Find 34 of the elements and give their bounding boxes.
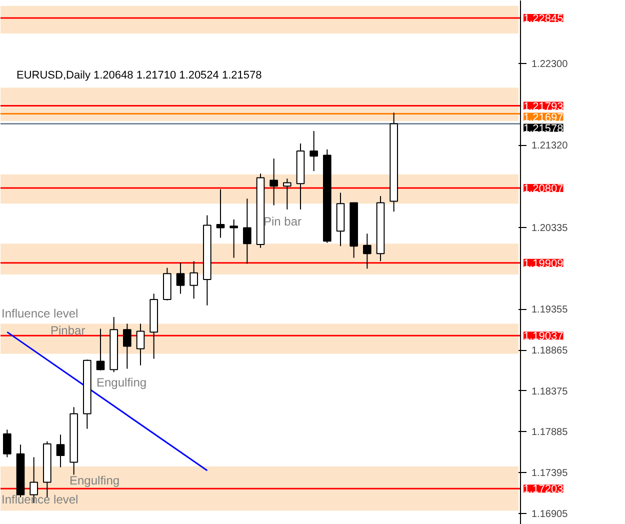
annotation: Engulfing	[70, 474, 120, 488]
text: EURUSD,Daily 1.20648 1.21710 1.20524 1.21578	[16, 70, 262, 82]
candlestick	[56, 434, 65, 468]
ref-line-label: 1.22845	[524, 13, 564, 26]
candlestick	[123, 323, 132, 370]
y-tick-label: 1.21320	[532, 140, 568, 152]
y-tick-label: 1.16905	[532, 508, 568, 520]
candlestick	[190, 260, 198, 300]
candlestick	[3, 429, 12, 458]
candlestick	[96, 328, 105, 371]
candlestick	[283, 178, 292, 210]
candlestick	[136, 323, 145, 366]
y-tick-label: 1.18865	[532, 346, 568, 356]
candlestick	[243, 198, 252, 264]
y-tick-label: 1.20335	[532, 222, 568, 234]
y-tick-label: 1.18375	[532, 386, 568, 398]
candlestick	[363, 233, 372, 270]
ref-line-label: 1.21697	[524, 112, 564, 124]
annotation: Pinbar	[50, 324, 86, 338]
y-tick-label: 1.22300	[532, 58, 568, 70]
annotation: Influence level	[2, 306, 78, 320]
y-tick-label: 1.17395	[532, 468, 568, 480]
y-tick-label: 1.17885	[532, 427, 568, 438]
ref-line-label: 1.21578	[524, 122, 564, 135]
ref-line-label: 1.20807	[524, 183, 564, 196]
candlestick	[270, 158, 278, 206]
annotation: Engulfing	[96, 376, 147, 390]
ref-line-label: 1.19909	[524, 258, 564, 270]
candlestick	[230, 218, 238, 258]
ref-line-label: 1.21793	[524, 100, 564, 113]
candlestick	[310, 130, 318, 172]
candlestick	[176, 262, 185, 294]
candlestick	[216, 188, 225, 238]
y-tick-label: 1.19355	[532, 304, 568, 316]
